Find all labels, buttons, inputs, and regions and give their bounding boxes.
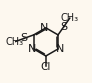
Text: S: S [21, 33, 28, 43]
Text: N: N [28, 44, 36, 54]
Text: CH₃: CH₃ [5, 37, 24, 47]
Text: Cl: Cl [41, 62, 51, 72]
Text: CH₃: CH₃ [61, 13, 79, 23]
Text: S: S [60, 21, 67, 32]
Text: N: N [40, 23, 48, 33]
Text: N: N [56, 44, 64, 54]
